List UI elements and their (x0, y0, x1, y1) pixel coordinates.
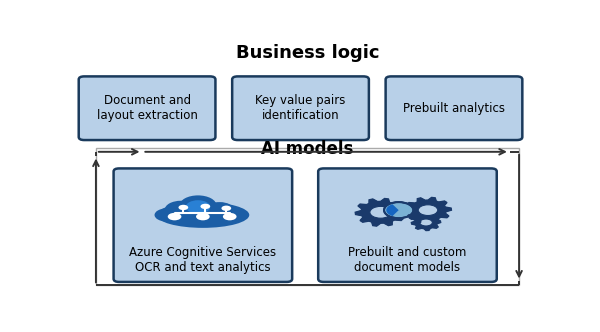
Text: Key value pairs
identification: Key value pairs identification (256, 94, 346, 122)
Circle shape (419, 219, 433, 226)
Circle shape (223, 213, 236, 220)
FancyBboxPatch shape (96, 148, 519, 285)
Wedge shape (386, 204, 398, 216)
Circle shape (186, 200, 210, 213)
Circle shape (155, 208, 178, 221)
Text: AI models: AI models (262, 140, 353, 158)
Circle shape (370, 207, 391, 218)
Circle shape (200, 204, 210, 209)
FancyBboxPatch shape (113, 168, 292, 282)
Polygon shape (412, 214, 440, 230)
FancyBboxPatch shape (386, 76, 523, 140)
FancyBboxPatch shape (79, 76, 215, 140)
Text: Document and
layout extraction: Document and layout extraction (97, 94, 197, 122)
Text: Business logic: Business logic (236, 44, 379, 62)
Polygon shape (355, 199, 406, 226)
FancyBboxPatch shape (318, 168, 497, 282)
Circle shape (223, 207, 247, 220)
Ellipse shape (157, 202, 249, 228)
Polygon shape (404, 198, 451, 223)
Circle shape (179, 196, 217, 216)
Text: Azure Cognitive Services
OCR and text analytics: Azure Cognitive Services OCR and text an… (130, 246, 277, 274)
FancyBboxPatch shape (232, 76, 369, 140)
Circle shape (178, 205, 188, 210)
Circle shape (196, 213, 210, 220)
Circle shape (165, 201, 197, 218)
Circle shape (168, 213, 181, 220)
Circle shape (384, 202, 413, 218)
Text: Prebuilt and custom
document models: Prebuilt and custom document models (348, 246, 467, 274)
Circle shape (206, 202, 233, 217)
Circle shape (418, 205, 438, 215)
Text: Prebuilt analytics: Prebuilt analytics (403, 102, 505, 115)
Circle shape (221, 206, 231, 211)
